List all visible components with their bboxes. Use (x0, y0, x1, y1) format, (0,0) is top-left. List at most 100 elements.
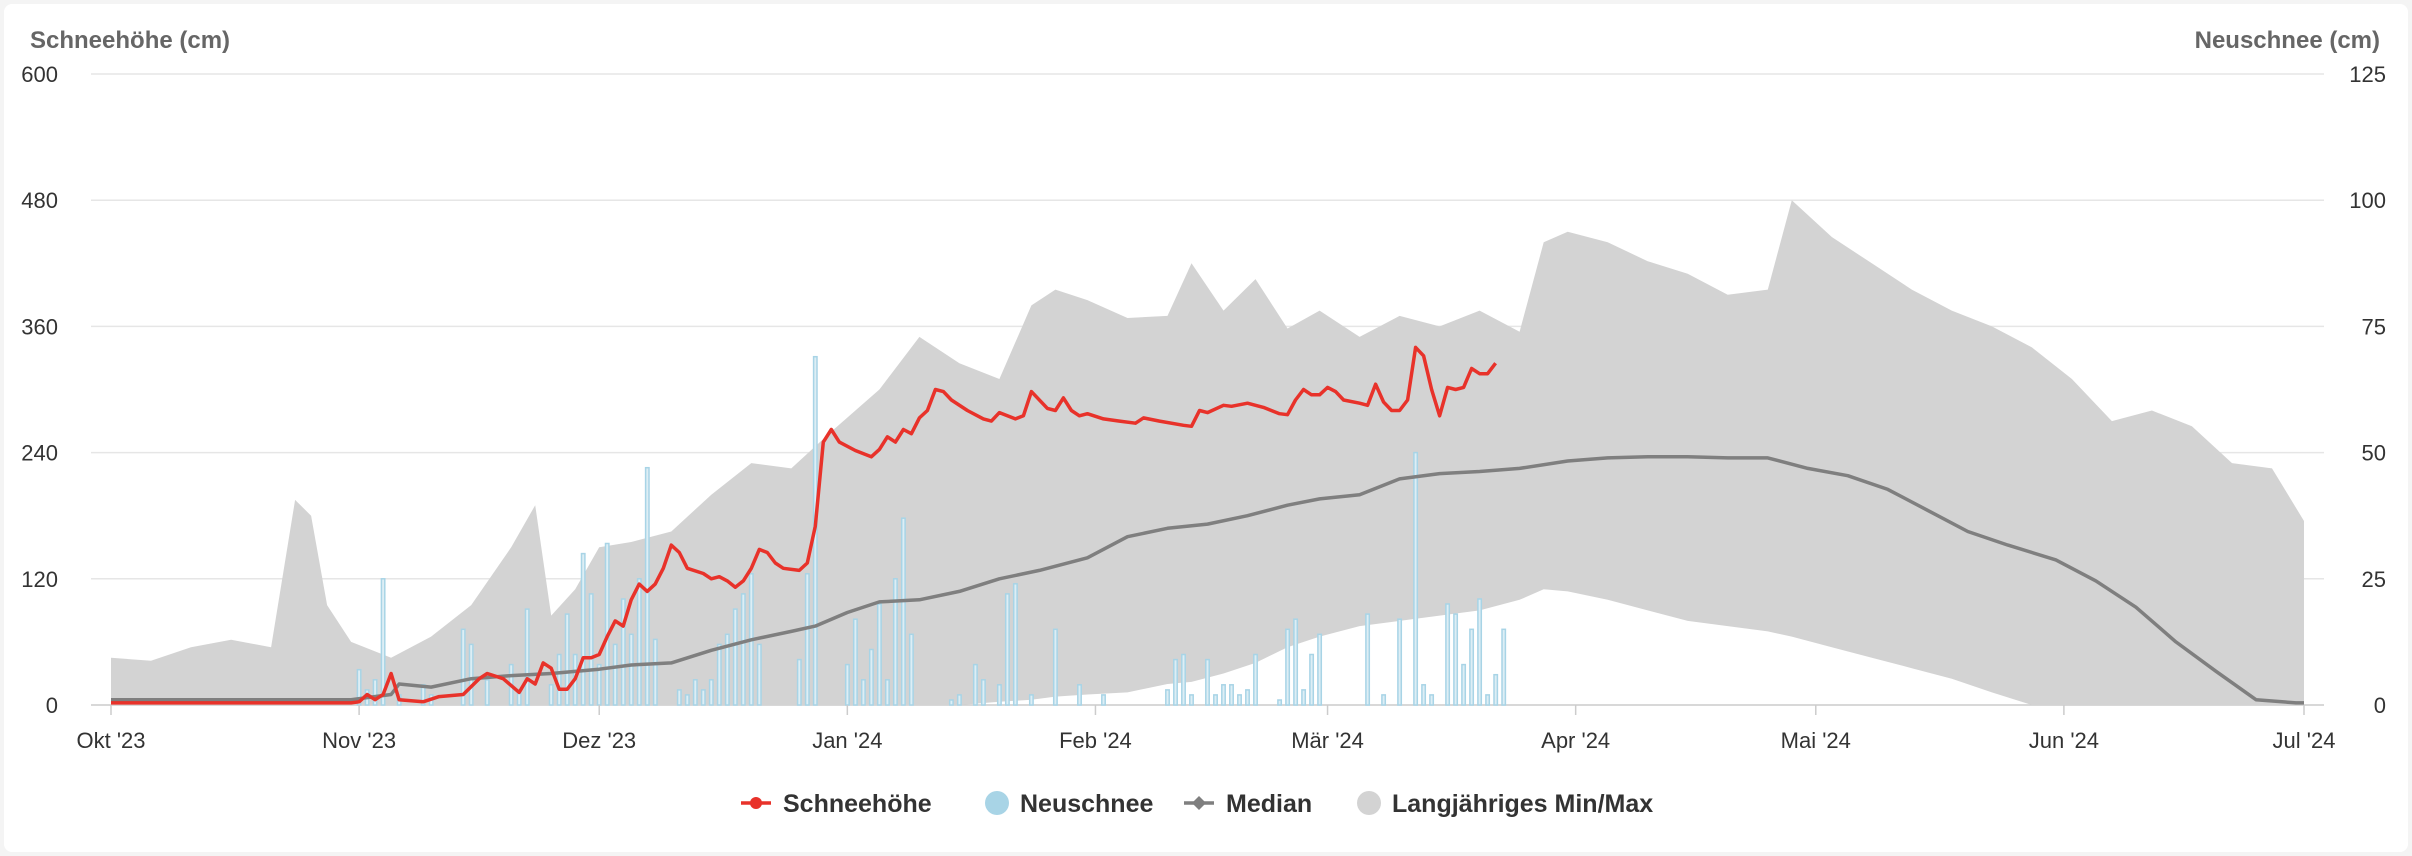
x-tick-label: Jun '24 (2029, 728, 2099, 753)
neuschnee-bar (756, 643, 762, 706)
neuschnee-bar (804, 573, 810, 706)
neuschnee-bar (612, 643, 618, 706)
neuschnee-bar (644, 466, 650, 706)
neuschnee-bar (956, 694, 962, 706)
legend[interactable]: Schneehöhe Neuschnee Median Langjähriges Mi… (741, 790, 1653, 818)
x-tick-label: Dez '23 (562, 728, 636, 753)
neuschnee-bar (980, 679, 986, 706)
neuschnee-bar (1397, 618, 1403, 706)
neuschnee-bar (1229, 684, 1234, 706)
y-left-title: Schneehöhe (cm) (30, 27, 230, 54)
legend-dot-symbol (1357, 791, 1381, 815)
neuschnee-bar (708, 679, 714, 706)
schneehoehe-line (111, 345, 1497, 705)
neuschnee-bar (1205, 658, 1210, 706)
neuschnee-bar (1181, 653, 1186, 706)
neuschnee-bar (468, 643, 474, 706)
median-series (111, 455, 2304, 705)
neuschnee-bar (1245, 689, 1250, 706)
neuschnee-bar (1237, 694, 1242, 706)
x-tick-label: Mär '24 (1291, 728, 1364, 753)
chart-card: Schneehöhe (cm) Neuschnee (cm) 0 120 240 36… (4, 4, 2408, 852)
neuschnee-bar (860, 679, 866, 706)
neuschnee-bar (1493, 673, 1499, 706)
neuschnee-bar (716, 643, 722, 706)
y-left-tick-label: 120 (21, 567, 58, 592)
neuschnee-bar (556, 653, 562, 706)
neuschnee-bar (876, 603, 882, 706)
y-right-tick-label: 125 (2349, 62, 2386, 87)
neuschnee-bar (1301, 689, 1307, 706)
neuschnee-bar (636, 578, 642, 706)
neuschnee-bar (1173, 658, 1178, 706)
legend-dot-symbol (985, 791, 1009, 815)
neuschnee-bar (1365, 613, 1371, 706)
neuschnee-bar (1213, 694, 1218, 706)
neuschnee-bar (684, 694, 690, 706)
neuschnee-bar (1461, 663, 1467, 706)
neuschnee-bar (380, 578, 386, 706)
neuschnee-bar (1285, 628, 1291, 706)
neuschnee-bar (1189, 694, 1194, 706)
neuschnee-bar (484, 679, 490, 706)
neuschnee-bar (948, 699, 954, 706)
neuschnee-bar (588, 593, 594, 706)
neuschnee-bar (1004, 593, 1010, 706)
neuschnee-bar (1317, 633, 1323, 706)
neuschnee-bar (884, 679, 890, 706)
neuschnee-bar (1381, 694, 1387, 706)
legend-item[interactable]: Schneehöhe (741, 790, 932, 818)
neuschnee-bar (740, 593, 746, 706)
y-right-tick-label: 100 (2349, 188, 2386, 213)
x-tick-label: Nov '23 (322, 728, 396, 753)
neuschnee-bar (1429, 694, 1435, 706)
neuschnee-bar (564, 613, 570, 706)
neuschnee-bar (1012, 583, 1018, 706)
neuschnee-bar (692, 679, 698, 706)
legend-dot-symbol (750, 797, 762, 809)
neuschnee-bar (868, 648, 874, 706)
neuschnee-bar (604, 542, 610, 706)
legend-label: Median (1226, 790, 1312, 818)
x-tick-label: Feb '24 (1059, 728, 1132, 753)
neuschnee-bar (900, 517, 906, 706)
neuschnee-bar (796, 658, 802, 706)
median-line (111, 455, 2304, 705)
legend-label: Schneehöhe (783, 790, 932, 818)
legend-item[interactable]: Langjähriges Min/Max (1357, 790, 1653, 818)
x-tick-label: Jul '24 (2273, 728, 2336, 753)
y-right-tick-label: 50 (2362, 441, 2386, 466)
neuschnee-bar (620, 598, 626, 706)
neuschnee-bar (700, 689, 706, 706)
neuschnee-bar (1309, 653, 1315, 706)
neuschnee-bar (892, 578, 898, 706)
neuschnee-bar (1469, 628, 1475, 706)
y-right-tick-label: 0 (2374, 693, 2386, 718)
neuschnee-bar (1165, 689, 1170, 706)
neuschnee-bar (996, 684, 1002, 706)
y-left-tick-label: 480 (21, 188, 58, 213)
neuschnee-bar (972, 663, 978, 706)
neuschnee-bar (1421, 684, 1427, 706)
neuschnee-bar (1221, 684, 1226, 706)
legend-label: Neuschnee (1020, 790, 1153, 818)
neuschnee-bar (1445, 603, 1451, 706)
axes: Schneehöhe (cm) Neuschnee (cm) 0 120 240 36… (21, 27, 2386, 753)
legend-item[interactable]: Neuschnee (985, 790, 1153, 818)
neuschnee-bar (908, 633, 914, 706)
y-left-tick-label: 360 (21, 314, 58, 339)
neuschnee-bar (1277, 699, 1283, 706)
y-right-tick-label: 75 (2362, 314, 2386, 339)
neuschnee-bar (548, 684, 554, 706)
x-tick-label: Jan '24 (812, 728, 882, 753)
neuschnee-bar (628, 633, 634, 706)
x-tick-label: Mai '24 (1781, 728, 1851, 753)
snow-depth-chart: Schneehöhe (cm) Neuschnee (cm) 0 120 240 36… (21, 27, 2386, 818)
neuschnee-bar (676, 689, 682, 706)
neuschnee-bar (732, 608, 738, 706)
neuschnee-bar (1477, 598, 1483, 706)
y-left-tick-label: 600 (21, 62, 58, 87)
legend-item[interactable]: Median (1184, 790, 1312, 818)
neuschnee-bar (1077, 684, 1082, 706)
neuschnee-bar (1453, 613, 1459, 706)
